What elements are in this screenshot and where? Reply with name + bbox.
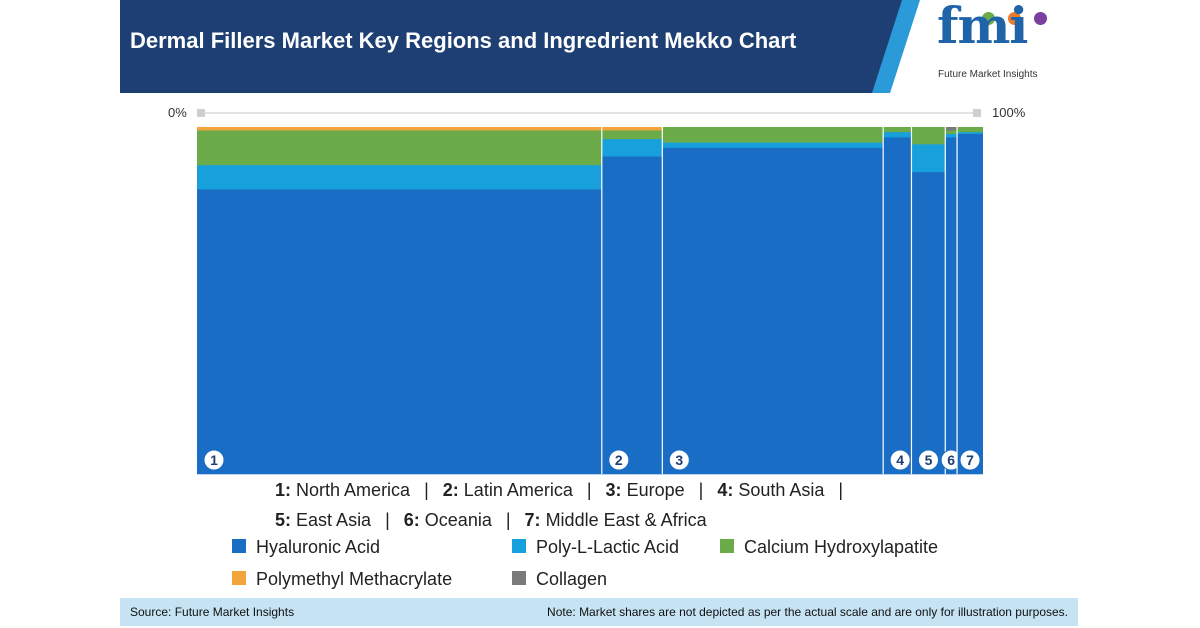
segment-oceania-poly-l-lactic-acid [945,133,958,138]
region-num: 5: [275,510,292,530]
segment-south-asia-hyaluronic-acid [883,137,912,475]
legend-item-poly-l-lactic-acid: Poly-L-Lactic Acid [512,537,679,558]
legend-label: Polymethyl Methacrylate [256,569,453,589]
legend-label: Hyaluronic Acid [256,537,381,557]
segment-south-asia-poly-l-lactic-acid [883,132,912,138]
segment-oceania-collagen [945,127,958,131]
segment-oceania-hyaluronic-acid [945,137,958,475]
legend-item-polymethyl-methacrylate: Polymethyl Methacrylate [232,569,452,590]
region-num: 6: [403,510,420,530]
legend-item-hyaluronic-acid: Hyaluronic Acid [232,537,380,558]
column-badge-1 [203,449,225,471]
segment-europe-poly-l-lactic-acid [662,142,884,149]
note-text: Note: Market shares are not depicted as … [547,605,1068,619]
axis-label-right: 100% [992,105,1026,120]
legend-swatch [720,539,734,554]
region-num: 4: [717,480,734,500]
logo-dot-purple [1034,12,1047,25]
axis-tick-right [973,109,981,117]
column-badge-2 [608,449,630,471]
legend-swatch [512,539,526,554]
column-badge-label-6: 6 [947,452,955,468]
legend-swatch [232,539,246,554]
column-badge-label-3: 3 [675,452,683,468]
column-badge-4 [889,449,911,471]
axis-label-left: 0% [168,105,187,120]
region-name: Europe [626,480,685,500]
fmi-logo: fmi Future Market Insights [930,0,1070,86]
legend-label: Calcium Hydroxylapatite [744,537,939,557]
axis-tick-left [197,109,205,117]
segment-north-america-polymethyl-methacrylate [197,127,602,131]
segment-east-asia-calcium-hydroxylapatite [911,127,946,145]
legend-swatch [512,571,526,586]
legend-label: Collagen [536,569,608,589]
region-num: 3: [605,480,622,500]
logo-dot-green [982,12,995,25]
legend-item-collagen: Collagen [512,569,607,590]
segment-middle-east-africa-poly-l-lactic-acid [957,132,983,135]
region-legend-row-2: 5: East Asia | 6: Oceania | 7: Middle East &… [275,510,707,530]
region-name: Latin America [463,480,573,500]
segment-north-america-hyaluronic-acid [197,189,602,475]
title-banner-shape [120,0,920,93]
region-name: Middle East & Africa [545,510,707,530]
legend-label: Poly-L-Lactic Acid [536,537,680,557]
logo-wordmark: fmi [937,0,1028,55]
region-num: 1: [275,480,292,500]
segment-north-america-calcium-hydroxylapatite [197,130,602,166]
column-badge-label-4: 4 [896,452,904,468]
column-badge-label-2: 2 [615,452,623,468]
source-text: Source: Future Market Insights [130,605,295,619]
segment-north-america-poly-l-lactic-acid [197,165,602,190]
region-name: North America [296,480,411,500]
region-legend-row-1: 1: North America | 2: Latin America | 3: Eur… [275,480,844,500]
segment-middle-east-africa-calcium-hydroxylapatite [957,127,983,133]
segment-europe-hyaluronic-acid [662,147,884,475]
segment-europe-calcium-hydroxylapatite [662,127,884,143]
column-badge-label-5: 5 [925,452,933,468]
column-badge-label-1: 1 [210,452,218,468]
title-banner: Dermal Fillers Market Key Regions and In… [120,0,920,93]
segment-latin-america-calcium-hydroxylapatite [601,130,663,140]
logo-subtitle: Future Market Insights [938,69,1038,80]
segment-latin-america-polymethyl-methacrylate [601,127,663,131]
segment-middle-east-africa-hyaluronic-acid [957,133,983,475]
column-badge-5 [917,449,939,471]
segment-oceania-calcium-hydroxylapatite [945,130,958,135]
region-name: Oceania [424,510,492,530]
segment-latin-america-poly-l-lactic-acid [601,139,663,157]
region-num: 7: [524,510,541,530]
segment-east-asia-poly-l-lactic-acid [911,144,946,173]
column-badge-7 [959,449,981,471]
column-badge-label-7: 7 [966,452,974,468]
region-num: 2: [442,480,459,500]
legend-swatch [232,571,246,586]
segment-east-asia-hyaluronic-acid [911,172,946,475]
segment-latin-america-hyaluronic-acid [601,156,663,475]
region-name: South Asia [738,480,825,500]
segment-south-asia-calcium-hydroxylapatite [883,127,912,133]
chart-title: Dermal Fillers Market Key Regions and In… [130,28,797,53]
region-name: East Asia [296,510,372,530]
logo-dot-orange [1008,12,1021,25]
footer-bar: Source: Future Market Insights Note: Mar… [120,598,1078,626]
legend-item-calcium-hydroxylapatite: Calcium Hydroxylapatite [720,537,938,558]
column-badge-3 [668,449,690,471]
